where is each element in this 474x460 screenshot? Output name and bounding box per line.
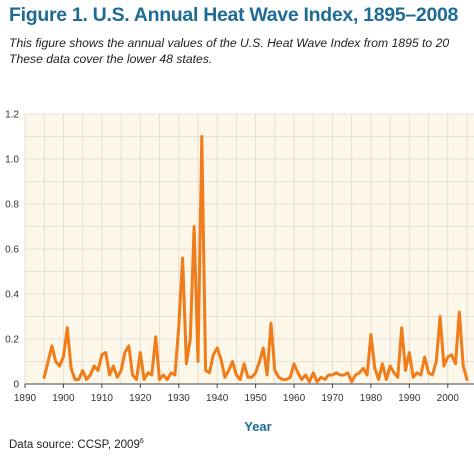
x-tick-label: 1950 [244,393,267,404]
subtitle-line-2: These data cover the lower 48 states. [9,52,213,66]
x-tick-label: 1980 [360,393,383,404]
x-tick-label: 1990 [398,393,421,404]
x-tick-label: 1900 [52,393,75,404]
y-tick-label: 1.2 [5,110,19,121]
x-tick-label: 1960 [283,393,306,404]
x-tick-label: 1890 [14,393,37,404]
x-tick-label: 1920 [129,393,152,404]
y-axis-ticks: 0 0.2 0.4 0.6 0.8 1.0 1.2 [5,110,19,391]
x-tick-label: 1970 [321,393,344,404]
figure-subtitle: This figure shows the annual values of t… [9,35,474,67]
x-axis-label: Year [244,419,271,434]
grid-lines [24,113,474,385]
x-axis-ticks: 1890 1900 1910 1920 1930 1940 1950 1960 1970 1980… [14,384,459,404]
source-footnote-marker: 6 [139,438,144,445]
subtitle-line-1: This figure shows the annual values of t… [9,36,450,50]
series-line-heat-wave-index [42,135,469,384]
y-tick-label: 0.8 [5,200,19,211]
x-tick-label: 2000 [437,393,460,404]
y-tick-label: 0.6 [5,245,19,256]
y-tick-label: 0.2 [5,335,19,346]
y-tick-label: 0.4 [5,290,19,301]
data-source-note: Data source: CCSP, 20096 [9,438,144,451]
x-tick-label: 1940 [206,393,229,404]
y-tick-label: 1.0 [5,155,19,166]
figure-title: Figure 1. U.S. Annual Heat Wave Index, 1… [9,4,459,26]
data-source-text: Data source: CCSP, 2009 [9,438,140,451]
x-tick-label: 1910 [91,393,114,404]
x-tick-label: 1930 [168,393,191,404]
y-tick-label: 0 [13,380,19,391]
